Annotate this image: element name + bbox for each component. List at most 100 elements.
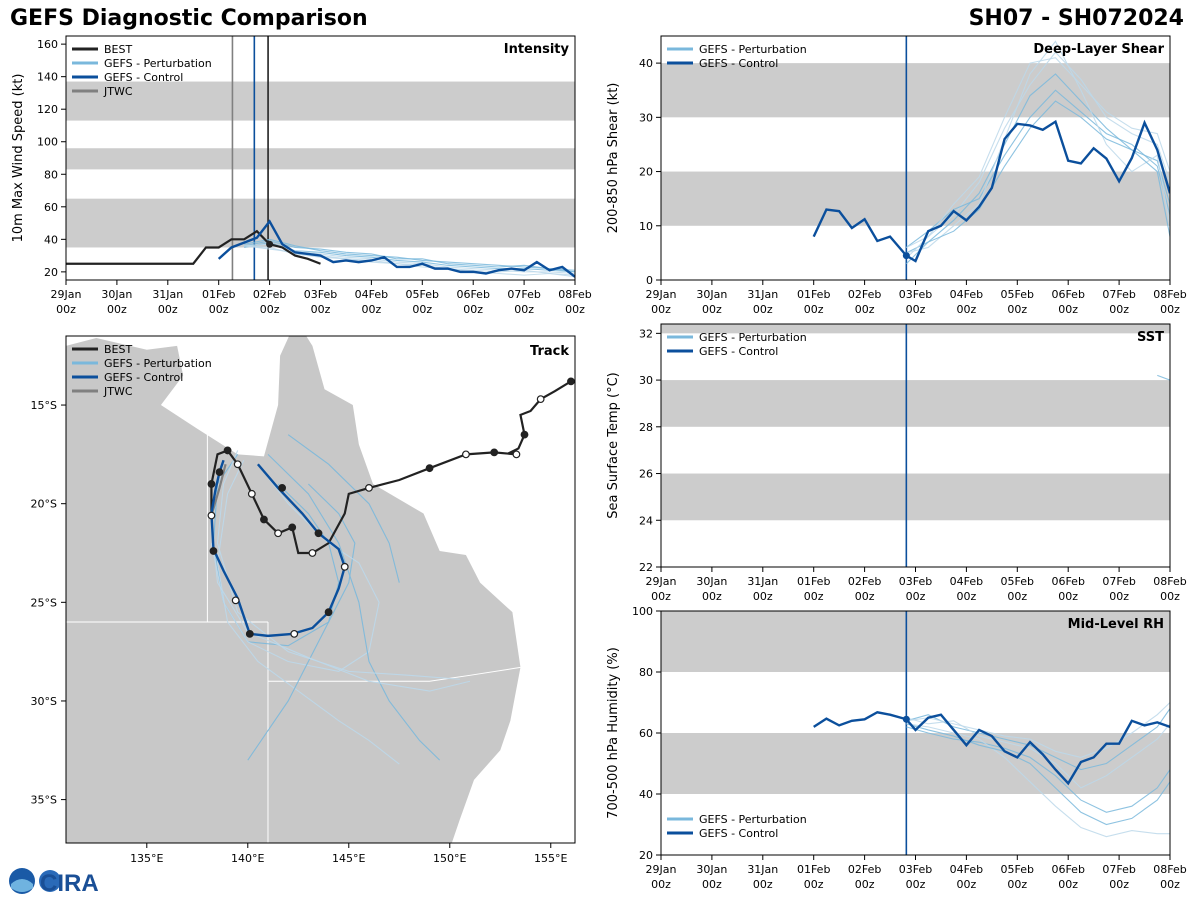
shear-ytick-label-3: 30 <box>639 111 653 124</box>
track-xtick-label-0: 135°E <box>130 852 163 865</box>
shear-xtick-label2-1: 00z <box>702 303 722 316</box>
shear-ytick-label-1: 10 <box>639 220 653 233</box>
shear-legend-label-0: GEFS - Perturbation <box>699 43 807 56</box>
storm-id: SH07 - SH072024 <box>968 6 1184 31</box>
perturbation-track-4 <box>247 483 340 761</box>
intensity-xtick-label2-1: 00z <box>107 303 127 316</box>
shear-xtick-label2-2: 00z <box>753 303 773 316</box>
track-legend-label-2: GEFS - Control <box>104 371 183 384</box>
shear-plot-area <box>661 36 1170 280</box>
best-track-marker-11 <box>260 515 268 524</box>
rh-ytick-label-0: 20 <box>639 849 653 862</box>
track-ytick-label-4: 35°S <box>31 794 57 807</box>
sst-xtick-label-6: 04Feb <box>950 575 983 588</box>
sst-xtick-label2-8: 00z <box>1058 590 1078 603</box>
best-track-marker-7 <box>365 484 373 492</box>
sst-ytick-label-0: 22 <box>639 561 653 574</box>
track-xtick-label-1: 140°E <box>231 852 264 865</box>
sst-xtick-label-0: 29Jan <box>646 575 677 588</box>
sst-xtick-label2-3: 00z <box>804 590 824 603</box>
track-ytick-label-1: 20°S <box>31 498 57 511</box>
jtwc-track-line <box>210 463 227 516</box>
control-track-marker-5 <box>245 629 254 638</box>
shear-xtick-label2-10: 00z <box>1160 303 1180 316</box>
intensity-xtick-label2-7: 00z <box>412 303 432 316</box>
shear-xtick-label-5: 03Feb <box>899 288 932 301</box>
rh-xtick-label2-8: 00z <box>1058 878 1078 891</box>
sst-xtick-label2-0: 00z <box>651 590 671 603</box>
sst-xtick-label-5: 03Feb <box>899 575 932 588</box>
sst-legend-label-1: GEFS - Control <box>699 345 778 358</box>
shear-ytick-label-4: 40 <box>639 57 653 70</box>
shear-xtick-label-4: 02Feb <box>848 288 881 301</box>
shear-title: Deep-Layer Shear <box>1033 42 1164 57</box>
intensity-xtick-label-7: 05Feb <box>406 288 439 301</box>
sst-ytick-label-5: 32 <box>639 327 653 340</box>
track-xtick-label-3: 150°E <box>433 852 466 865</box>
shear-xtick-label-1: 30Jan <box>696 288 727 301</box>
shear-xtick-label2-9: 00z <box>1109 303 1129 316</box>
sst-perturbation-line-0 <box>1157 374 1170 381</box>
shear-xtick-label2-8: 00z <box>1058 303 1078 316</box>
sst-xtick-label-1: 30Jan <box>696 575 727 588</box>
shear-band-1 <box>661 63 1170 118</box>
rh-xtick-label2-3: 00z <box>804 878 824 891</box>
perturbation-track-3 <box>216 460 400 765</box>
rh-perturbation-line-4 <box>906 723 1170 826</box>
best-track-marker-2 <box>520 430 529 439</box>
shear-xtick-label-2: 31Jan <box>747 288 778 301</box>
rh-perturbation-line-0 <box>906 726 1170 813</box>
rh-xtick-label2-7: 00z <box>1007 878 1027 891</box>
track-ytick-label-2: 25°S <box>31 596 57 609</box>
page-title: GEFS Diagnostic Comparison <box>10 6 368 31</box>
rh-ytick-label-2: 60 <box>639 727 653 740</box>
control-track-marker-0 <box>278 484 287 492</box>
track-legend-label-0: BEST <box>104 343 132 356</box>
shear-band-0 <box>661 171 1170 226</box>
track-xtick-label-4: 155°E <box>534 852 567 865</box>
intensity-xtick-label2-3: 00z <box>209 303 229 316</box>
shear-xtick-label-0: 29Jan <box>646 288 677 301</box>
intensity-ytick-label-4: 100 <box>37 136 58 149</box>
intensity-ytick-label-6: 140 <box>37 71 58 84</box>
best-track-marker-5 <box>462 450 470 459</box>
perturbation-track-5 <box>216 450 460 680</box>
rh-xtick-label2-1: 00z <box>702 878 722 891</box>
sst-plot-area <box>661 324 1170 567</box>
rh-plot-area <box>661 611 1170 855</box>
cira-logo: CIRA <box>6 866 116 897</box>
sst-ylabel: Sea Surface Temp (°C) <box>606 372 621 519</box>
rh-xtick-label2-0: 00z <box>651 878 671 891</box>
rh-ytick-label-3: 80 <box>639 666 653 679</box>
sst-xtick-label2-2: 00z <box>753 590 773 603</box>
rh-xtick-label-3: 01Feb <box>797 863 830 876</box>
best-track-marker-15 <box>207 480 216 488</box>
intensity-ytick-label-7: 160 <box>37 38 58 51</box>
sst-xtick-label2-5: 00z <box>906 590 926 603</box>
sst-xtick-label-3: 01Feb <box>797 575 830 588</box>
best-track-marker-9 <box>288 523 297 532</box>
track-ytick-label-3: 30°S <box>31 695 57 708</box>
rh-series-line-0 <box>813 710 1170 786</box>
track-title: Track <box>530 344 569 359</box>
rh-xtick-label-7: 05Feb <box>1001 863 1034 876</box>
intensity-legend-label-1: GEFS - Perturbation <box>104 57 212 70</box>
sst-xtick-label-9: 07Feb <box>1102 575 1135 588</box>
sst-ytick-label-2: 26 <box>639 468 653 481</box>
rh-xtick-label-1: 30Jan <box>696 863 727 876</box>
control-track-marker-4 <box>290 629 299 638</box>
shear-xtick-label2-4: 00z <box>855 303 875 316</box>
shear-current-marker <box>902 252 910 260</box>
sst-xtick-label-7: 05Feb <box>1001 575 1034 588</box>
australia-landmass <box>66 336 521 843</box>
intensity-series-line-2 <box>217 219 575 278</box>
intensity-ytick-label-5: 120 <box>37 103 58 116</box>
intensity-xtick-label-3: 01Feb <box>202 288 235 301</box>
rh-xtick-label2-2: 00z <box>753 878 773 891</box>
best-track-marker-13 <box>233 460 242 469</box>
sst-xtick-label-10: 08Feb <box>1153 575 1186 588</box>
shear-xtick-label2-3: 00z <box>804 303 824 316</box>
